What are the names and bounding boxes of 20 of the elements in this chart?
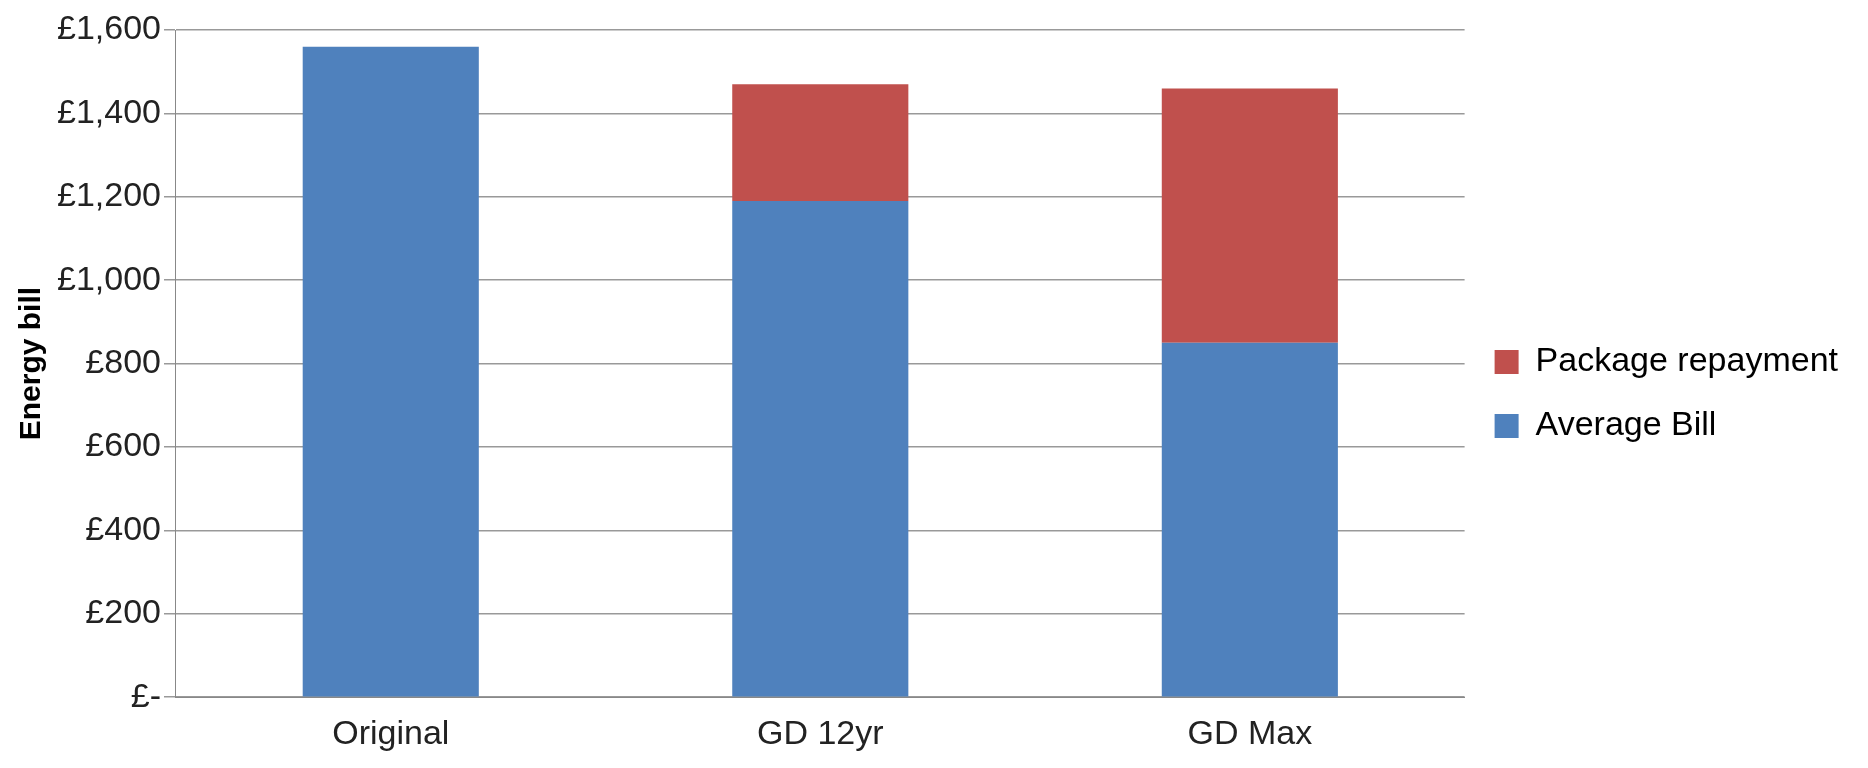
y-tick-label: £800 [85, 341, 161, 380]
bar [732, 200, 909, 697]
y-tick-label: £1,600 [56, 8, 161, 47]
y-tick-label: £600 [85, 425, 161, 464]
bar [302, 46, 479, 697]
x-tick-label: GD 12yr [757, 712, 884, 751]
y-tick-label: £- [130, 675, 161, 714]
legend-label: Average Bill [1535, 404, 1717, 443]
y-tick-label: £200 [85, 592, 161, 631]
y-tick-label: £1,400 [56, 91, 161, 130]
y-axis-title: Energy bill [13, 286, 47, 441]
bar [1161, 88, 1338, 343]
y-tick-label: £1,200 [56, 175, 161, 214]
bar [732, 84, 909, 201]
x-tick-label: GD Max [1187, 712, 1313, 751]
legend-label: Package repayment [1535, 340, 1839, 379]
y-tick-label: £1,000 [56, 258, 161, 297]
x-tick-label: Original [332, 712, 450, 751]
bar [1161, 342, 1338, 697]
y-tick-label: £400 [85, 508, 161, 547]
